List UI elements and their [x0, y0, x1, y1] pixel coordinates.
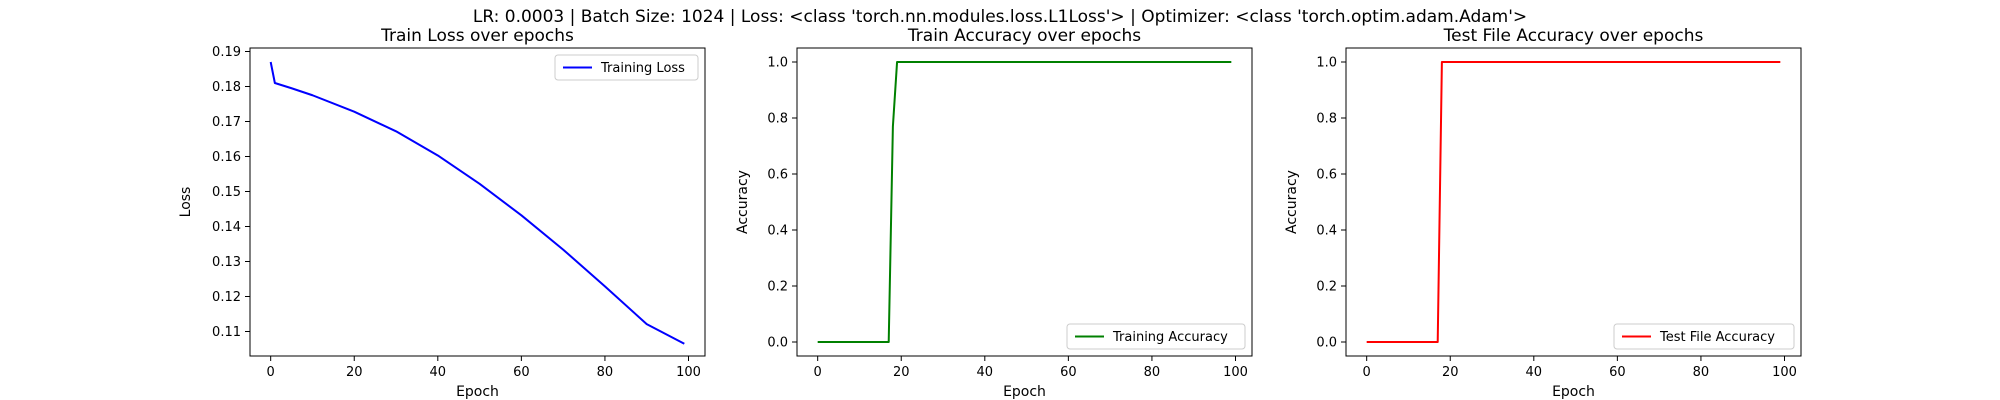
chart-2-y-axis-label: Accuracy [735, 170, 751, 234]
chart-3-y-tick-label: 0.6 [1316, 168, 1337, 183]
figure-suptitle: LR: 0.0003 | Batch Size: 1024 | Loss: <c… [473, 7, 1527, 27]
chart-3-series-test-file-accuracy-line [1366, 61, 1781, 343]
chart-2-title: Train Accuracy over epochs [907, 26, 1141, 46]
chart-1-y-axis-label: Loss [178, 187, 194, 218]
chart-1-x-tick-label: 40 [430, 365, 447, 380]
chart-1-y-tick-label: 0.14 [212, 220, 241, 235]
chart-3-legend-label: Test File Accuracy [1659, 330, 1775, 345]
subplot-test-file-accuracy: Test File Accuracy over epochs 0 20 40 60 80 1… [1284, 26, 1802, 400]
chart-1-y-tick-label: 0.16 [212, 150, 241, 165]
chart-3-y-tick-label: 1.0 [1316, 56, 1337, 71]
chart-1-x-tick-label: 100 [676, 365, 701, 380]
chart-3-legend-box [1613, 323, 1795, 350]
chart-3-x-tick-label: 60 [1609, 365, 1626, 380]
chart-1-series-training-loss-line [269, 61, 685, 345]
chart-3-x-tick-label: 100 [1772, 365, 1797, 380]
chart-2-legend-label: Training Accuracy [1112, 330, 1228, 345]
chart-3-title: Test File Accuracy over epochs [1443, 26, 1704, 46]
chart-2-y-tick-label: 0.2 [767, 280, 788, 295]
chart-1-x-axis-label: Epoch [456, 384, 499, 400]
chart-2-x-tick-label: 60 [1060, 365, 1077, 380]
chart-2-legend: Training Accuracy [1066, 323, 1246, 350]
chart-2-x-axis-label: Epoch [1003, 384, 1046, 400]
chart-1-x-tick-label: 80 [597, 365, 614, 380]
chart-2-x-tick-label: 20 [893, 365, 910, 380]
chart-3-legend: Test File Accuracy [1613, 323, 1795, 350]
chart-2-y-tick-label: 0.4 [767, 224, 788, 239]
chart-2-legend-box [1066, 323, 1246, 350]
chart-1-y-tick-label: 0.18 [212, 80, 241, 95]
chart-3-axes-frame [1345, 47, 1802, 357]
chart-1-legend-label: Training Loss [600, 61, 685, 76]
chart-3-y-tick-label: 0.2 [1316, 280, 1337, 295]
chart-1-x-tick-label: 60 [513, 365, 530, 380]
chart-3-x-tick-label: 80 [1693, 365, 1710, 380]
chart-1-legend: Training Loss [554, 54, 699, 81]
chart-1-y-tick-label: 0.11 [212, 325, 241, 340]
subplot-train-loss: Train Loss over epochs 0 20 40 60 80 100 0.11 0.… [178, 26, 706, 400]
chart-1-axes-frame [249, 47, 706, 357]
chart-1-title: Train Loss over epochs [380, 26, 574, 46]
chart-3-x-tick-label: 40 [1526, 365, 1543, 380]
chart-2-axes-frame [796, 47, 1253, 357]
chart-1-x-tick-label: 20 [346, 365, 363, 380]
subplot-train-accuracy: Train Accuracy over epochs 0 20 40 60 80 100 0.… [735, 26, 1253, 400]
chart-2-x-tick-label: 100 [1223, 365, 1248, 380]
chart-2-x-tick-label: 40 [977, 365, 994, 380]
chart-1-y-tick-label: 0.17 [212, 115, 241, 130]
chart-2-x-tick-label: 80 [1144, 365, 1161, 380]
chart-3-y-tick-label: 0.0 [1316, 336, 1337, 351]
chart-1-y-tick-label: 0.13 [212, 255, 241, 270]
chart-2-x-tick-label: 0 [814, 365, 822, 380]
chart-3-x-axis-label: Epoch [1552, 384, 1595, 400]
chart-3-y-tick-label: 0.4 [1316, 224, 1337, 239]
chart-2-series-training-accuracy-line [817, 61, 1232, 343]
chart-2-y-tick-label: 0.0 [767, 336, 788, 351]
chart-1-y-tick-label: 0.15 [212, 185, 241, 200]
chart-1-y-tick-label: 0.12 [212, 290, 241, 305]
chart-3-y-axis-label: Accuracy [1284, 170, 1300, 234]
chart-3-x-tick-label: 0 [1363, 365, 1371, 380]
chart-3-y-tick-label: 0.8 [1316, 112, 1337, 127]
chart-1-y-tick-label: 0.19 [212, 45, 241, 60]
chart-2-y-tick-label: 0.8 [767, 112, 788, 127]
chart-1-legend-box [554, 54, 699, 81]
chart-2-y-tick-label: 1.0 [767, 56, 788, 71]
chart-1-x-tick-label: 0 [267, 365, 275, 380]
chart-3-x-tick-label: 20 [1442, 365, 1459, 380]
chart-2-y-tick-label: 0.6 [767, 168, 788, 183]
